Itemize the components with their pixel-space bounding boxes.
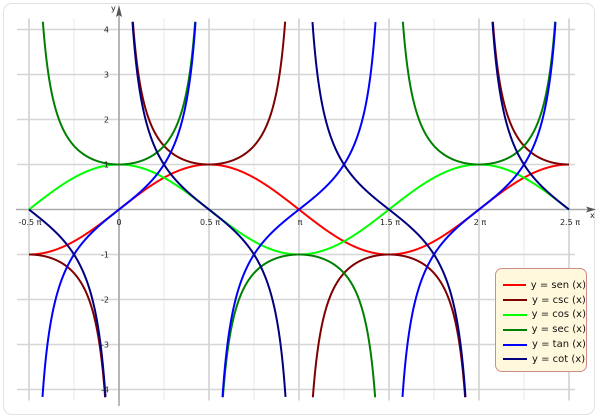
tick-labels: x y -0.5 π 0 0.5 π π 1.5 π 2 π 2.5 π 4 3 2 1 -1 -2 -3 -4: [19, 4, 595, 395]
legend-swatch: [503, 328, 527, 331]
y-tick-label: 1: [104, 161, 109, 170]
y-tick-label: -3: [101, 341, 109, 350]
x-axis-label: x: [590, 211, 595, 220]
legend-label: y = cot (x): [532, 353, 586, 365]
x-tick-label: 0: [116, 218, 121, 227]
legend-swatch: [503, 343, 527, 346]
legend-label: y = cos (x): [531, 309, 586, 321]
y-tick-label: 4: [104, 26, 109, 35]
legend-item-cot: y = cot (x): [503, 352, 586, 367]
x-tick-label: 0.5 π: [200, 218, 220, 227]
legend-item-tan: y = tan (x): [503, 337, 586, 352]
y-axis-arrow-icon: [116, 5, 122, 17]
series-tan-line: [41, 21, 557, 398]
x-tick-label: -0.5 π: [19, 218, 42, 227]
legend-swatch: [503, 358, 527, 361]
series-cot-line: [28, 21, 570, 398]
y-tick-label: -4: [101, 386, 109, 395]
legend-item-sec: y = sec (x): [503, 322, 586, 337]
y-tick-label: -1: [101, 251, 109, 260]
legend-label: y = tan (x): [532, 339, 586, 351]
x-axis-arrow-icon: [586, 206, 596, 213]
chart-frame: [3, 3, 595, 415]
legend-label: y = sen (x): [530, 279, 586, 291]
y-axis-label: y: [111, 4, 116, 13]
legend: y = sen (x) y = csc (x) y = cos (x) y = sec…: [495, 268, 587, 372]
legend-label: y = csc (x): [532, 294, 586, 306]
x-tick-label: 2.5 π: [560, 218, 580, 227]
x-tick-label: 2 π: [474, 218, 487, 227]
x-tick-label: π: [298, 218, 303, 227]
y-tick-label: -2: [101, 296, 109, 305]
legend-swatch: [503, 284, 526, 287]
legend-swatch: [503, 313, 527, 316]
curves: [28, 21, 570, 398]
y-tick-label: 2: [104, 116, 109, 125]
legend-item-cos: y = cos (x): [503, 308, 586, 323]
x-tick-label: 1.5 π: [380, 218, 400, 227]
y-tick-label: 3: [104, 71, 109, 80]
series-sec-line: [41, 21, 557, 398]
legend-item-sin: y = sen (x): [503, 278, 586, 293]
legend-label: y = sec (x): [531, 324, 586, 336]
legend-swatch: [503, 299, 527, 302]
legend-item-csc: y = csc (x): [503, 293, 586, 308]
